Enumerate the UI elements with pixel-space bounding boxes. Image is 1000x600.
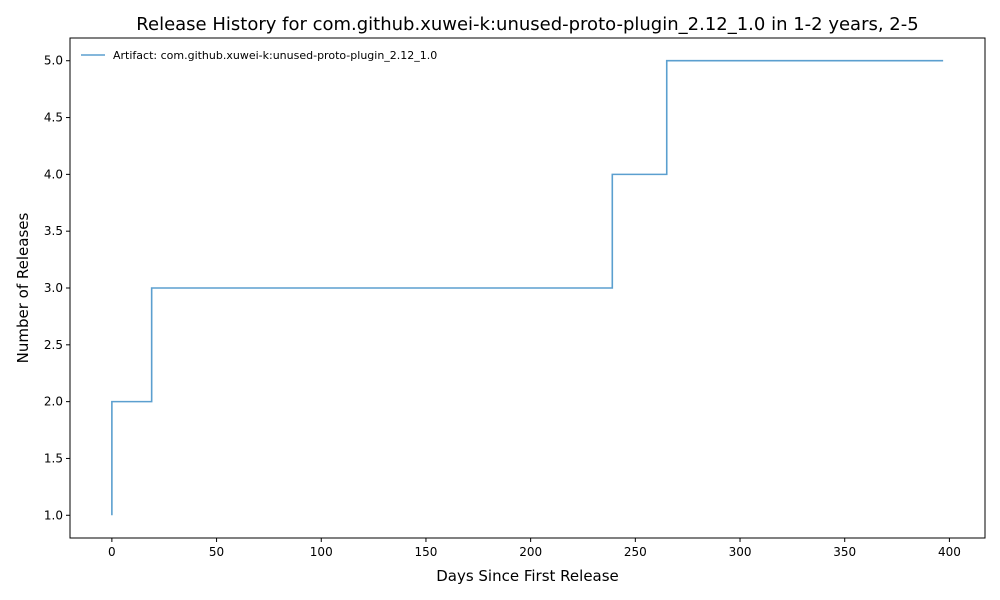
- x-tick-label: 100: [310, 545, 333, 559]
- y-axis-title: Number of Releases: [14, 212, 32, 363]
- y-tick-label: 1.5: [44, 451, 63, 465]
- x-tick-label: 0: [108, 545, 116, 559]
- x-tick-label: 50: [209, 545, 224, 559]
- x-tick-label: 400: [938, 545, 961, 559]
- y-tick-label: 5.0: [44, 54, 63, 68]
- x-tick-label: 250: [624, 545, 647, 559]
- y-tick-label: 2.5: [44, 338, 63, 352]
- series-line: [111, 59, 944, 516]
- plot-area: [111, 59, 944, 516]
- y-tick-label: 3.5: [44, 224, 63, 238]
- chart-title: Release History for com.github.xuwei-k:u…: [136, 14, 918, 35]
- y-tick-label: 1.0: [44, 508, 63, 522]
- legend-label: Artifact: com.github.xuwei-k:unused-prot…: [113, 49, 437, 62]
- x-axis-title: Days Since First Release: [436, 567, 619, 585]
- x-tick-label: 300: [729, 545, 752, 559]
- y-tick-label: 2.0: [44, 395, 63, 409]
- legend: Artifact: com.github.xuwei-k:unused-prot…: [81, 49, 437, 62]
- x-tick-label: 200: [519, 545, 542, 559]
- y-tick-label: 4.0: [44, 167, 63, 181]
- x-tick-label: 150: [414, 545, 437, 559]
- x-axis: 0 50 100 150 200 250 300 350 400: [108, 538, 961, 559]
- x-tick-label: 350: [833, 545, 856, 559]
- y-tick-label: 3.0: [44, 281, 63, 295]
- y-axis: 1.0 1.5 2.0 2.5 3.0 3.5 4.0 4.5 5.0: [44, 54, 70, 522]
- y-tick-label: 4.5: [44, 111, 63, 125]
